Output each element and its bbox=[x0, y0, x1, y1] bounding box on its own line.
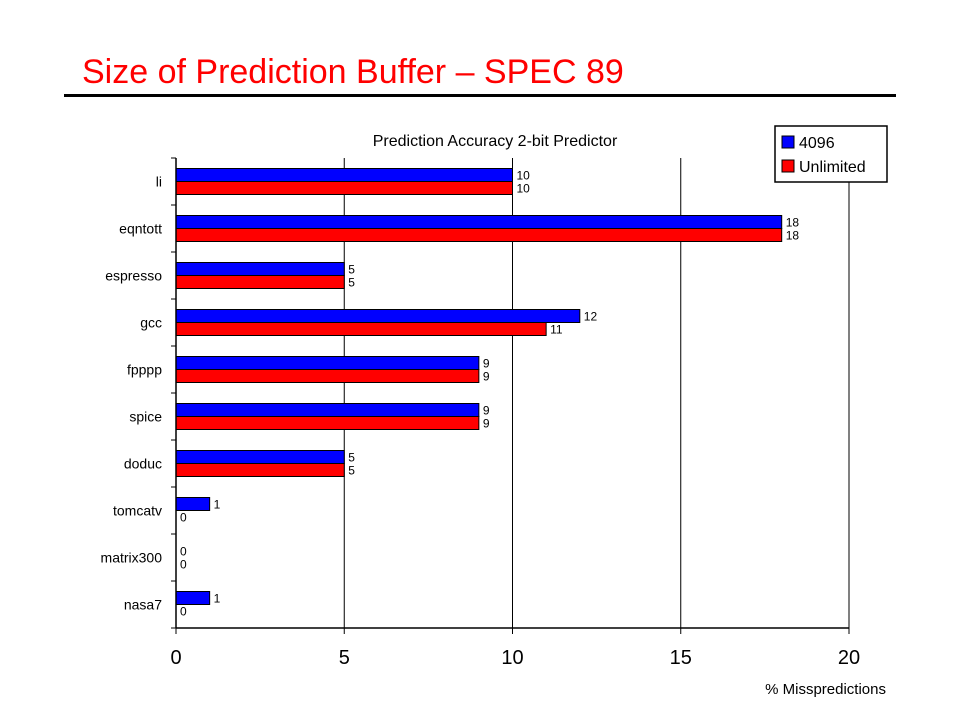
data-label: 10 bbox=[517, 182, 531, 196]
bar bbox=[175, 168, 513, 182]
bar bbox=[175, 463, 345, 477]
category-label: matrix300 bbox=[101, 550, 163, 566]
x-tick-label: 0 bbox=[170, 647, 181, 669]
data-label: 9 bbox=[483, 417, 490, 431]
category-label: tomcatv bbox=[113, 503, 162, 519]
data-label: 18 bbox=[786, 216, 800, 230]
data-label: 5 bbox=[348, 263, 355, 277]
data-label: 5 bbox=[348, 451, 355, 465]
bar bbox=[175, 215, 783, 229]
bar bbox=[175, 369, 480, 383]
data-label: 5 bbox=[348, 276, 355, 290]
title-underline bbox=[64, 94, 896, 97]
data-label: 9 bbox=[483, 357, 490, 371]
data-label: 9 bbox=[483, 370, 490, 384]
bar bbox=[175, 181, 513, 195]
bar bbox=[175, 322, 547, 336]
data-label: 1 bbox=[214, 592, 221, 606]
category-label: gcc bbox=[140, 315, 162, 331]
category-label: spice bbox=[129, 409, 162, 425]
data-label: 5 bbox=[348, 464, 355, 478]
bar bbox=[175, 497, 211, 511]
bar bbox=[175, 356, 480, 370]
data-label: 12 bbox=[584, 310, 598, 324]
category-label: nasa7 bbox=[124, 597, 162, 613]
x-tick-label: 20 bbox=[838, 647, 860, 669]
data-label: 9 bbox=[483, 404, 490, 418]
data-label: 10 bbox=[517, 169, 531, 183]
legend-swatch bbox=[781, 135, 795, 149]
legend-box bbox=[774, 125, 888, 183]
bar bbox=[175, 416, 480, 430]
x-axis-label: % Misspredictions bbox=[765, 681, 886, 698]
category-label: li bbox=[156, 174, 162, 190]
slide-title: Size of Prediction Buffer – SPEC 89 bbox=[82, 53, 624, 91]
data-label: 0 bbox=[180, 545, 187, 559]
bar bbox=[175, 309, 581, 323]
data-label: 0 bbox=[180, 558, 187, 572]
category-label: fpppp bbox=[127, 362, 162, 378]
bar bbox=[175, 591, 211, 605]
category-label: doduc bbox=[124, 456, 162, 472]
legend-label: 4096 bbox=[799, 135, 835, 152]
category-label: espresso bbox=[105, 268, 162, 284]
bar bbox=[175, 275, 345, 289]
data-label: 0 bbox=[180, 605, 187, 619]
chart-title: Prediction Accuracy 2-bit Predictor bbox=[373, 133, 618, 150]
data-label: 18 bbox=[786, 229, 800, 243]
category-label: eqntott bbox=[119, 221, 162, 237]
x-tick-label: 15 bbox=[670, 647, 692, 669]
bar bbox=[175, 262, 345, 276]
x-tick-label: 10 bbox=[501, 647, 523, 669]
legend-label: Unlimited bbox=[799, 159, 866, 176]
bar bbox=[175, 228, 783, 242]
data-label: 0 bbox=[180, 511, 187, 525]
bar bbox=[175, 450, 345, 464]
bar bbox=[175, 403, 480, 417]
data-label: 1 bbox=[214, 498, 221, 512]
x-tick-label: 5 bbox=[339, 647, 350, 669]
legend-swatch bbox=[781, 159, 795, 173]
data-label: 11 bbox=[550, 323, 563, 337]
